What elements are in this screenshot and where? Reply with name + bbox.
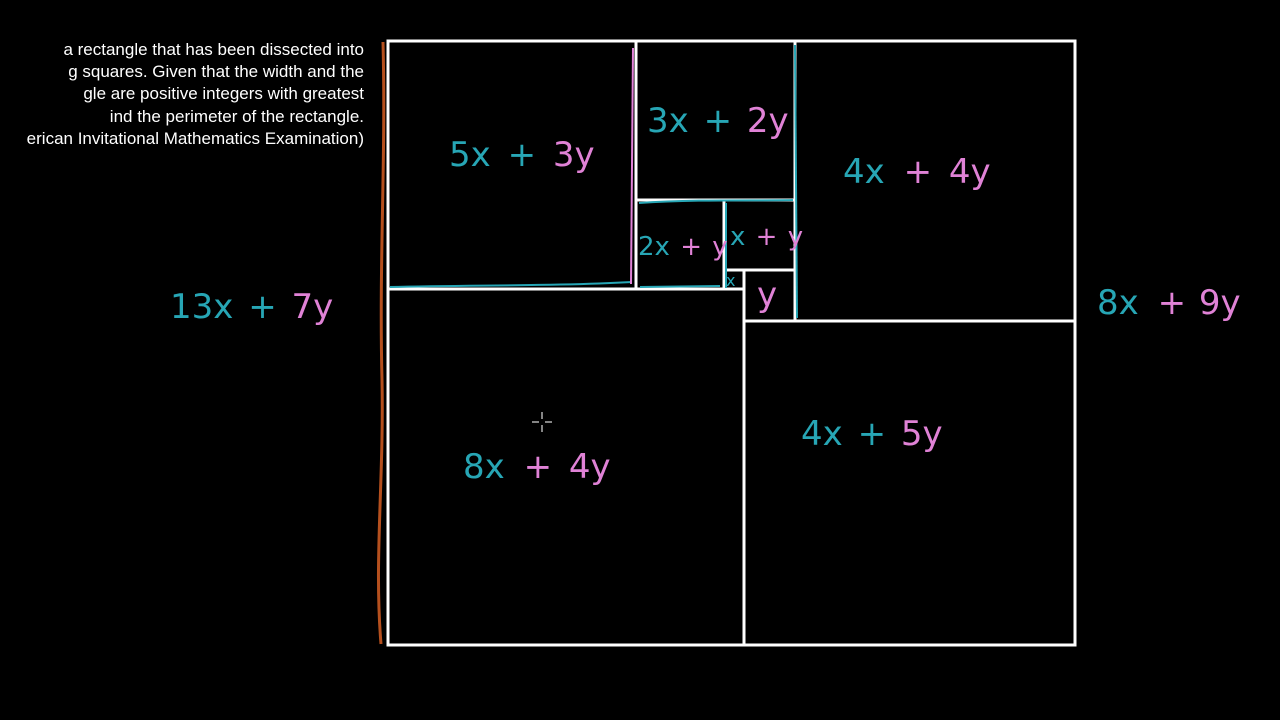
highlight-strokes <box>389 44 798 319</box>
problem-line-5: erican Invitational Mathematics Examinat… <box>26 129 364 148</box>
bottom-right-op: + <box>858 414 887 454</box>
middle-b-x: x <box>730 222 745 252</box>
square-label-bottom-right: 4x + 5y <box>801 414 943 454</box>
square-label-top-middle: 3x + 2y <box>647 101 789 141</box>
top-left-y: 3y <box>553 135 595 175</box>
square-label-tiny: x <box>726 271 735 290</box>
square-label-middle-b: x + y <box>730 222 803 252</box>
bottom-left-y: 4y <box>569 447 611 487</box>
right-label-op: + <box>1158 283 1187 323</box>
left-label-y: 7y <box>292 287 334 327</box>
square-label-small-y: y <box>757 275 777 315</box>
middle-a-x: 2x <box>638 232 670 262</box>
top-right-op: + <box>904 152 933 192</box>
problem-line-1: a rectangle that has been dissected into <box>63 40 364 59</box>
problem-line-2: g squares. Given that the width and the <box>68 62 364 81</box>
middle-b-y: y <box>788 222 803 252</box>
left-label-x: 13x <box>170 287 233 327</box>
left-label-op: + <box>248 287 277 327</box>
outer-rectangle <box>386 39 1077 647</box>
top-right-y: 4y <box>949 152 991 192</box>
right-side-label: 8x + 9y <box>1097 283 1241 323</box>
left-side-label: 13x + 7y <box>170 287 333 327</box>
top-left-op: + <box>508 135 537 175</box>
right-label-x: 8x <box>1097 283 1139 323</box>
top-middle-y: 2y <box>747 101 789 141</box>
top-middle-x: 3x <box>647 101 689 141</box>
problem-line-4: ind the perimeter of the rectangle. <box>109 107 364 126</box>
middle-a-y: y <box>712 232 727 262</box>
bottom-left-op: + <box>524 447 553 487</box>
problem-text: a rectangle that has been dissected into… <box>0 40 380 160</box>
square-label-top-left: 5x + 3y <box>449 135 595 175</box>
bottom-right-x: 4x <box>801 414 843 454</box>
left-height-brace <box>376 41 386 645</box>
problem-line-3: gle are positive integers with greatest <box>83 84 364 103</box>
square-label-middle-a: 2x + y <box>638 232 728 262</box>
tiny-x: x <box>726 271 735 290</box>
top-right-x: 4x <box>843 152 885 192</box>
highlight-strokes-pink <box>630 47 634 285</box>
bottom-left-x: 8x <box>463 447 505 487</box>
top-middle-op: + <box>704 101 733 141</box>
crosshair-cursor-icon <box>532 412 552 432</box>
middle-a-op: + <box>680 232 702 262</box>
square-label-bottom-left: 8x + 4y <box>463 447 611 487</box>
small-y: y <box>757 275 777 315</box>
right-label-y: 9y <box>1199 283 1241 323</box>
top-left-x: 5x <box>449 135 491 175</box>
square-label-top-right: 4x + 4y <box>843 152 991 192</box>
middle-b-op: + <box>756 222 778 252</box>
bottom-right-y: 5y <box>901 414 943 454</box>
